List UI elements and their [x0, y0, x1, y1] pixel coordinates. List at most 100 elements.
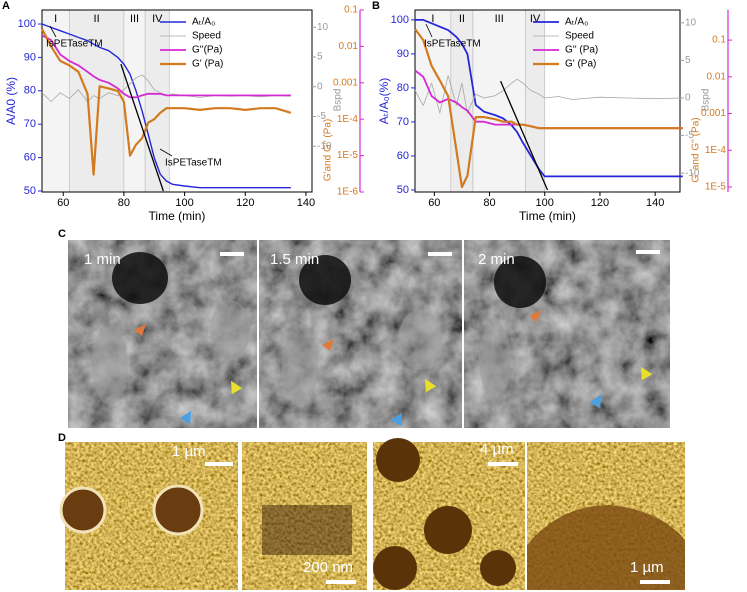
y3-tick-label: 0.01 — [339, 41, 359, 52]
region-label: I — [431, 13, 434, 25]
dark-region — [527, 505, 685, 590]
arrow — [425, 378, 437, 393]
panel-label: A — [2, 0, 10, 12]
y3-tick-label: 1E-4 — [705, 145, 727, 156]
legend-label: G' (Pa) — [192, 59, 223, 70]
annotation: IsPETaseTM — [424, 39, 481, 50]
y-tick-label: 80 — [24, 85, 36, 97]
panel-label: B — [372, 0, 380, 12]
scale-bar — [205, 462, 233, 466]
annotation: IsPETaseTM — [46, 39, 103, 50]
y-tick-label: 70 — [397, 116, 409, 128]
y-tick-label: 90 — [397, 48, 409, 60]
fit-line — [499, 80, 549, 191]
region-label: I — [54, 13, 57, 25]
y2-tick-label: 10 — [317, 22, 329, 33]
scale-bar — [326, 580, 356, 584]
scale-bar — [220, 252, 244, 256]
dark-region — [112, 252, 546, 308]
y3-tick-label: 1E-5 — [337, 150, 359, 161]
y-axis-label: A/A0 (%) — [4, 77, 18, 125]
y3-tick-label: 1E-5 — [705, 182, 727, 193]
y3-tick-label: 0.1 — [712, 35, 726, 46]
time-label: 1.5 min — [270, 251, 319, 268]
x-tick-label: 140 — [646, 197, 664, 209]
y2-tick-label: 10 — [685, 17, 697, 28]
region-label: III — [495, 13, 504, 25]
x-axis-label: Time (min) — [149, 209, 206, 223]
y2-tick-label: -10 — [685, 168, 700, 179]
y-tick-label: 100 — [391, 14, 409, 26]
y2-tick-label: -5 — [317, 111, 326, 122]
y3-tick-label: 1E-6 — [337, 187, 359, 198]
x-tick-label: 80 — [483, 197, 495, 209]
bright-region — [92, 300, 511, 405]
annotation-arrow — [49, 25, 57, 38]
region — [525, 9, 546, 193]
scale-label: 1 µm — [630, 559, 664, 576]
y3-axis-label: G'and G'' (Pa) — [323, 119, 334, 181]
y-axis-label: Aₜ/A₀(%) — [377, 78, 391, 125]
y3-tick-label: 0.001 — [701, 108, 726, 119]
x-tick-label: 80 — [118, 197, 130, 209]
time-label: 2 min — [478, 251, 515, 268]
scale-label: 200 nm — [303, 559, 353, 576]
x-tick-label: 140 — [297, 197, 315, 209]
scale-bar — [488, 462, 518, 466]
region-label: IV — [530, 13, 541, 25]
y2-tick-label: 5 — [317, 52, 323, 63]
x-tick-label: 60 — [428, 197, 440, 209]
scale-bar — [640, 580, 670, 584]
y2-tick-label: 5 — [685, 55, 691, 66]
annotation: IsPETaseTM — [165, 158, 222, 169]
legend-label: Speed — [565, 31, 594, 42]
annotation-arrow — [159, 148, 173, 157]
x-tick-label: 120 — [236, 197, 254, 209]
x-axis-label: Time (min) — [519, 209, 576, 223]
plot-frame — [414, 9, 681, 193]
panel-label: C — [58, 228, 66, 240]
arrow — [179, 410, 191, 425]
scale-bar — [428, 252, 452, 256]
region — [123, 9, 146, 193]
y-tick-label: 80 — [397, 82, 409, 94]
y2-tick-label: 0 — [317, 81, 323, 92]
legend-label: G' (Pa) — [565, 59, 596, 70]
y3-tick-label: 0.1 — [344, 5, 358, 16]
region-label: II — [94, 13, 100, 25]
x-tick-label: 100 — [175, 197, 193, 209]
annotation-arrow — [425, 23, 433, 38]
legend-label: Aₜ/A₀ — [565, 17, 588, 28]
x-tick-label: 60 — [57, 197, 69, 209]
region-label: III — [130, 13, 139, 25]
arrow — [322, 339, 334, 351]
region — [69, 9, 125, 193]
micrograph-strip: 1 min 1.5 min 2 min — [68, 240, 670, 428]
y-tick-label: 100 — [18, 18, 36, 30]
y2-axis-label: Bspd — [333, 89, 344, 112]
fit-line — [120, 63, 164, 192]
legend-label: G'' (Pa) — [565, 45, 598, 56]
y2-tick-label: -5 — [685, 130, 694, 141]
dark-region — [262, 505, 352, 555]
y-tick-label: 60 — [24, 152, 36, 164]
y3-tick-label: 1E-4 — [337, 114, 359, 125]
y3-tick-label: 0.01 — [707, 71, 727, 82]
scale-label: 1 µm — [172, 443, 206, 460]
arrow — [589, 394, 601, 409]
panel-label: D — [58, 432, 66, 444]
time-label: 1 min — [84, 251, 121, 268]
y-tick-label: 50 — [397, 184, 409, 196]
scale-bar — [636, 250, 660, 254]
hole — [373, 438, 516, 590]
y2-axis-label: Bspd — [701, 89, 712, 112]
arrow — [529, 310, 541, 322]
y2-tick-label: 0 — [685, 93, 691, 104]
region — [472, 9, 526, 193]
scale-label: 4 µm — [480, 441, 514, 458]
x-tick-label: 100 — [536, 197, 554, 209]
series-line — [41, 34, 291, 99]
hole — [59, 484, 204, 536]
